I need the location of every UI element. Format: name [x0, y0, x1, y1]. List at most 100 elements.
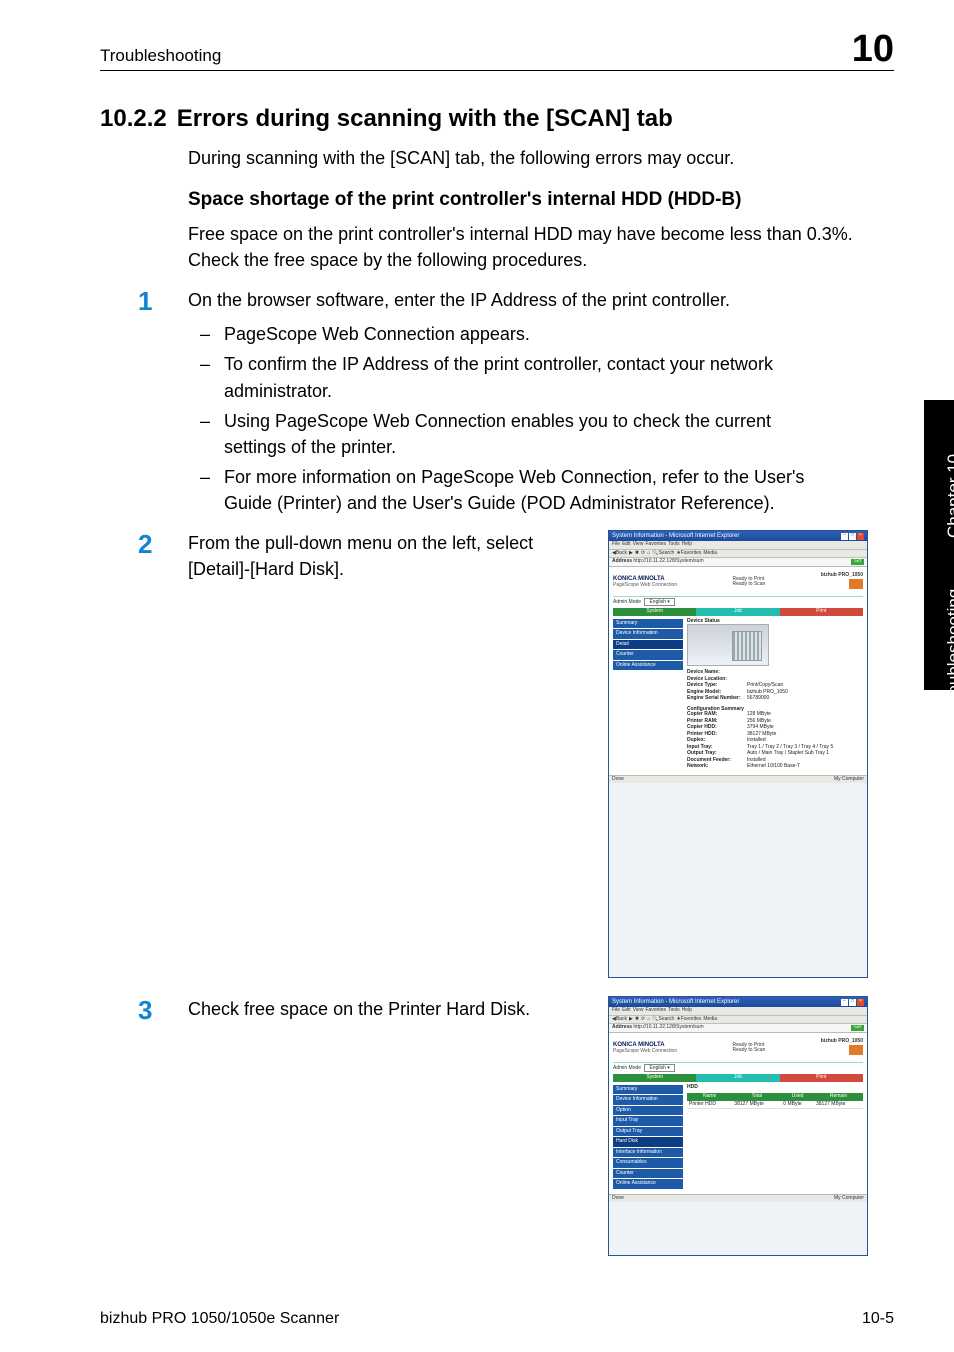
tab-job: Job [696, 1074, 779, 1082]
menu-item: Help [682, 1008, 692, 1014]
kv-val: 128 MByte [747, 711, 771, 717]
kv-key: Device Type: [687, 683, 747, 689]
device-name: bizhub PRO_1050 [821, 1038, 863, 1044]
window-controls: –□× [840, 532, 864, 540]
left-nav: Summary Device Information Detail Counte… [613, 619, 683, 672]
stop-icon: ✖ [635, 551, 639, 557]
refresh-icon: ⟳ [641, 551, 645, 557]
kv-val: bizhub PRO_1050 [747, 689, 788, 695]
section-title: Errors during scanning with the [SCAN] t… [177, 105, 673, 132]
brand-subtext: PageScope Web Connection [613, 583, 677, 589]
status-zone: My Computer [834, 777, 864, 783]
stop-icon: ✖ [635, 1017, 639, 1023]
nav-item: Device Information [613, 1095, 683, 1105]
menu-item: Edit [622, 542, 631, 548]
fwd-icon: ▶ [629, 551, 633, 557]
kv-val: Tray 1 / Tray 2 / Tray 3 / Tray 4 / Tray… [747, 744, 833, 750]
list-item: Using PageScope Web Connection enables y… [188, 408, 828, 460]
menu-item: Tools [668, 1008, 680, 1014]
admin-lang-select: English ▾ [644, 598, 674, 606]
address-label: Address [612, 1024, 632, 1030]
nav-item-selected: Hard Disk [613, 1137, 683, 1147]
window-title: System Information - Microsoft Internet … [612, 533, 739, 540]
kv-key: Duplex: [687, 738, 747, 744]
hdd-table: Name Total Used Remain Printer HDD 38127… [687, 1093, 863, 1109]
device-image [687, 624, 769, 666]
menu-item: Help [682, 542, 692, 548]
cell: 0 MByte [781, 1101, 814, 1109]
col-name: Name [687, 1093, 732, 1101]
address-label: Address [612, 558, 632, 564]
kv-key: Engine Serial Number: [687, 696, 747, 702]
home-icon: ⌂ [647, 551, 650, 557]
cell: 38127 MByte [814, 1101, 863, 1109]
browser-menubar: File Edit View Favorites Tools Help [609, 541, 867, 550]
section-number: 10.2.2 [100, 105, 167, 132]
cell: Printer HDD [687, 1101, 732, 1109]
kv-key: Copier HDD: [687, 725, 747, 731]
table-row: Printer HDD 38127 MByte 0 MByte 38127 MB… [687, 1101, 863, 1109]
nav-item: Online Assistance [613, 1179, 683, 1189]
nav-item: Summary [613, 1085, 683, 1095]
menu-item: Favorites [645, 1008, 666, 1014]
menu-item: Edit [622, 1008, 631, 1014]
status-zone: My Computer [834, 1196, 864, 1202]
nav-item: Summary [613, 619, 683, 629]
brand-subtext: PageScope Web Connection [613, 1049, 677, 1055]
nav-item: Counter [613, 1169, 683, 1179]
cell: 38127 MByte [732, 1101, 781, 1109]
kv-val: Installed [747, 757, 766, 763]
nav-item: Output Tray [613, 1127, 683, 1137]
minimize-icon: – [841, 533, 848, 540]
nav-item: Counter [613, 650, 683, 660]
screenshot-harddisk-window: System Information - Microsoft Internet … [608, 996, 868, 1256]
menu-item: File [612, 542, 620, 548]
media-icon: Media [703, 1017, 717, 1023]
tab-print: Print [780, 1074, 863, 1082]
close-icon: × [857, 999, 864, 1006]
side-tab-section: Troubleshooting [944, 540, 954, 710]
go-button: Go [851, 1025, 864, 1031]
device-status-icon [849, 579, 863, 589]
nav-item: Device Information [613, 629, 683, 639]
tab-print: Print [780, 608, 863, 616]
search-icon: 🔍Search [652, 551, 674, 557]
step-number: 2 [100, 530, 188, 559]
home-icon: ⌂ [647, 1017, 650, 1023]
menu-item: File [612, 1008, 620, 1014]
maximize-icon: □ [849, 999, 856, 1006]
menu-item: View [633, 1008, 644, 1014]
go-button: Go [851, 559, 864, 565]
list-item: To confirm the IP Address of the print c… [188, 351, 828, 403]
col-used: Used [781, 1093, 814, 1101]
kv-key: Network: [687, 764, 747, 770]
tab-system: System [613, 1074, 696, 1082]
list-item: PageScope Web Connection appears. [188, 321, 828, 347]
step-bullet-list: PageScope Web Connection appears. To con… [188, 321, 828, 516]
subsection-title: Space shortage of the print controller's… [188, 189, 894, 211]
subsection-body: Free space on the print controller's int… [188, 221, 868, 273]
screenshot-detail-window: System Information - Microsoft Internet … [608, 530, 868, 978]
kv-val: 3794 MByte [747, 724, 774, 730]
tab-job: Job [696, 608, 779, 616]
col-remain: Remain [814, 1093, 863, 1101]
ready-scan-label: Ready to Scan [733, 1048, 766, 1054]
search-icon: 🔍Search [652, 1017, 674, 1023]
media-icon: Media [703, 551, 717, 557]
nav-item-selected: Detail [613, 640, 683, 650]
admin-mode-label: Admin Mode [613, 1065, 641, 1071]
breadcrumb: Troubleshooting [100, 46, 221, 66]
address-bar: Address http://10.11.22.128/System/sum G… [609, 558, 867, 567]
minimize-icon: – [841, 999, 848, 1006]
window-title: System Information - Microsoft Internet … [612, 999, 739, 1006]
device-status-heading: Device Status [687, 618, 720, 624]
hdd-heading: HDD [687, 1084, 698, 1090]
back-icon: ◀Back [612, 551, 627, 557]
browser-toolbar: ◀Back ▶ ✖ ⟳ ⌂ 🔍Search ★Favorites Media [609, 550, 867, 559]
kv-key: Output Tray: [687, 751, 747, 757]
side-tab-chapter: Chapter 10 [944, 398, 954, 538]
menu-item: Favorites [645, 542, 666, 548]
status-done: Done [612, 1196, 624, 1202]
close-icon: × [857, 533, 864, 540]
step-number: 1 [100, 287, 188, 316]
